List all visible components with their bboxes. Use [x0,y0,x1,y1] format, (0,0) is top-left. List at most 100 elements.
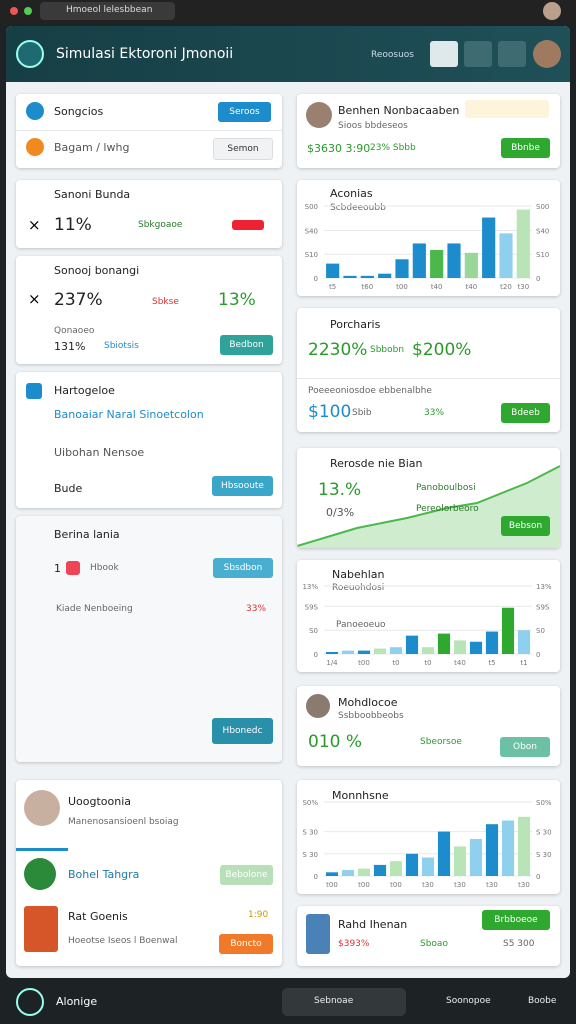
label: Hbook [90,563,119,573]
bar [469,839,483,876]
y-tick-label-right: 13% [536,583,552,591]
bar [389,647,403,654]
bar [453,846,467,876]
bar [357,650,371,654]
subtitle: Manenosansioenl bsoiag [68,817,179,827]
price: $100 [308,402,352,422]
label: Qonaoeo [54,326,95,336]
y-tick-label: 0 [314,275,318,283]
bar [325,651,339,654]
button[interactable]: Bbnbe [501,138,550,158]
label: Panoboulbosi [416,483,476,493]
value: $3630 3:90 [307,142,371,155]
icon [26,138,44,156]
button[interactable]: Seroos [218,102,271,122]
bar [395,259,409,278]
product-image [306,914,330,954]
card [297,180,560,296]
tag: Sbiotsis [104,341,139,351]
x-tick-label: t5 [488,659,495,667]
y-tick-label: S 30 [302,829,318,837]
tag: Sboao [420,939,448,949]
note: Panoeoeuo [336,620,386,630]
x-tick-label: t30 [518,283,530,291]
icon-button[interactable] [464,41,492,67]
change: 33% [246,604,267,614]
label: Bohel Tahgra [68,868,140,881]
button[interactable]: Bedbon [220,335,273,355]
close-x[interactable]: × [28,216,41,234]
y-tick-label-right: S40 [536,227,549,235]
label: Bude [54,482,83,495]
x-tick-label: t00 [326,881,338,889]
bar [469,641,483,654]
card-title: Porcharis [330,318,381,331]
bar [412,243,426,278]
button[interactable]: Hbonedc [212,718,273,744]
change: 23% Sbbb [370,143,416,153]
header-link[interactable]: Reoosuos [371,50,414,60]
label: Pereolorbeoro [416,504,479,514]
workspace[interactable]: Alonige [56,995,98,1008]
y-tick-label-right: S 30 [536,829,552,837]
link[interactable]: Banoaiar Naral Sinoetcolon [54,408,204,421]
dot [10,7,18,15]
button[interactable]: Boncto [219,934,273,954]
value: 010 % [308,732,363,752]
button[interactable]: Semon [213,138,273,160]
button[interactable]: Brbboeoe [482,910,550,930]
bar [485,631,499,654]
icon-button[interactable] [498,41,526,67]
x-tick-label: t40 [466,283,478,291]
avatar[interactable] [543,2,561,20]
button[interactable]: Obon [500,737,550,757]
tab[interactable] [40,2,175,20]
tag: Sbbobn [370,345,405,355]
x-tick-label: t30 [454,881,466,889]
label: Uibohan Nensoe [54,446,145,459]
tab[interactable]: Sebnoae [314,996,354,1006]
avatar[interactable] [533,40,561,68]
card-title: Uoogtoonia [68,795,132,808]
rating [232,220,264,230]
bar [447,243,461,278]
icon [26,383,42,399]
card-title: Berina lania [54,528,120,541]
button[interactable]: Bebson [501,516,550,536]
card-title: Rahd Ihenan [338,918,408,931]
y-tick-label-right: S9S [536,603,550,611]
tab[interactable]: Soonopoe [446,996,491,1006]
close-x[interactable]: × [28,290,41,308]
tab[interactable]: Boobe [528,996,557,1006]
y-tick-label-right: S 30 [536,851,552,859]
bar [430,249,444,278]
icon-button[interactable] [430,41,458,67]
subtitle: Ssbboobbeobs [338,711,404,721]
button[interactable]: Sbsdbon [213,558,273,578]
price: S5 300 [503,939,535,949]
bar [325,872,339,876]
icon [66,561,80,575]
label: Rat Goenis [68,910,128,923]
card-title: Aconias [330,187,373,200]
x-tick-label: t60 [362,283,374,291]
card-title: Sanoni Bunda [54,188,131,201]
y-tick-label-right: 0 [536,275,540,283]
card-title: Monnhsne [332,789,389,802]
url: Hmoeol lelesbbean [66,5,153,15]
bar [389,861,403,876]
y-tick-label: S10 [305,251,318,259]
button[interactable]: Bdeeb [501,403,550,423]
y-tick-label-right: 0 [536,873,540,881]
tab-indicator [16,848,68,851]
avatar [306,694,330,718]
x-tick-label: t0 [392,659,399,667]
y-tick-label-right: S10 [536,251,549,259]
subtitle: Sioos bbdeseos [338,121,408,131]
button[interactable]: Hbsooute [212,476,273,496]
button[interactable]: Bebolone [220,865,273,885]
bar [485,824,499,876]
avatar [306,102,332,128]
change: 13% [218,290,256,310]
card-title: Sonooj bonangi [54,264,140,277]
